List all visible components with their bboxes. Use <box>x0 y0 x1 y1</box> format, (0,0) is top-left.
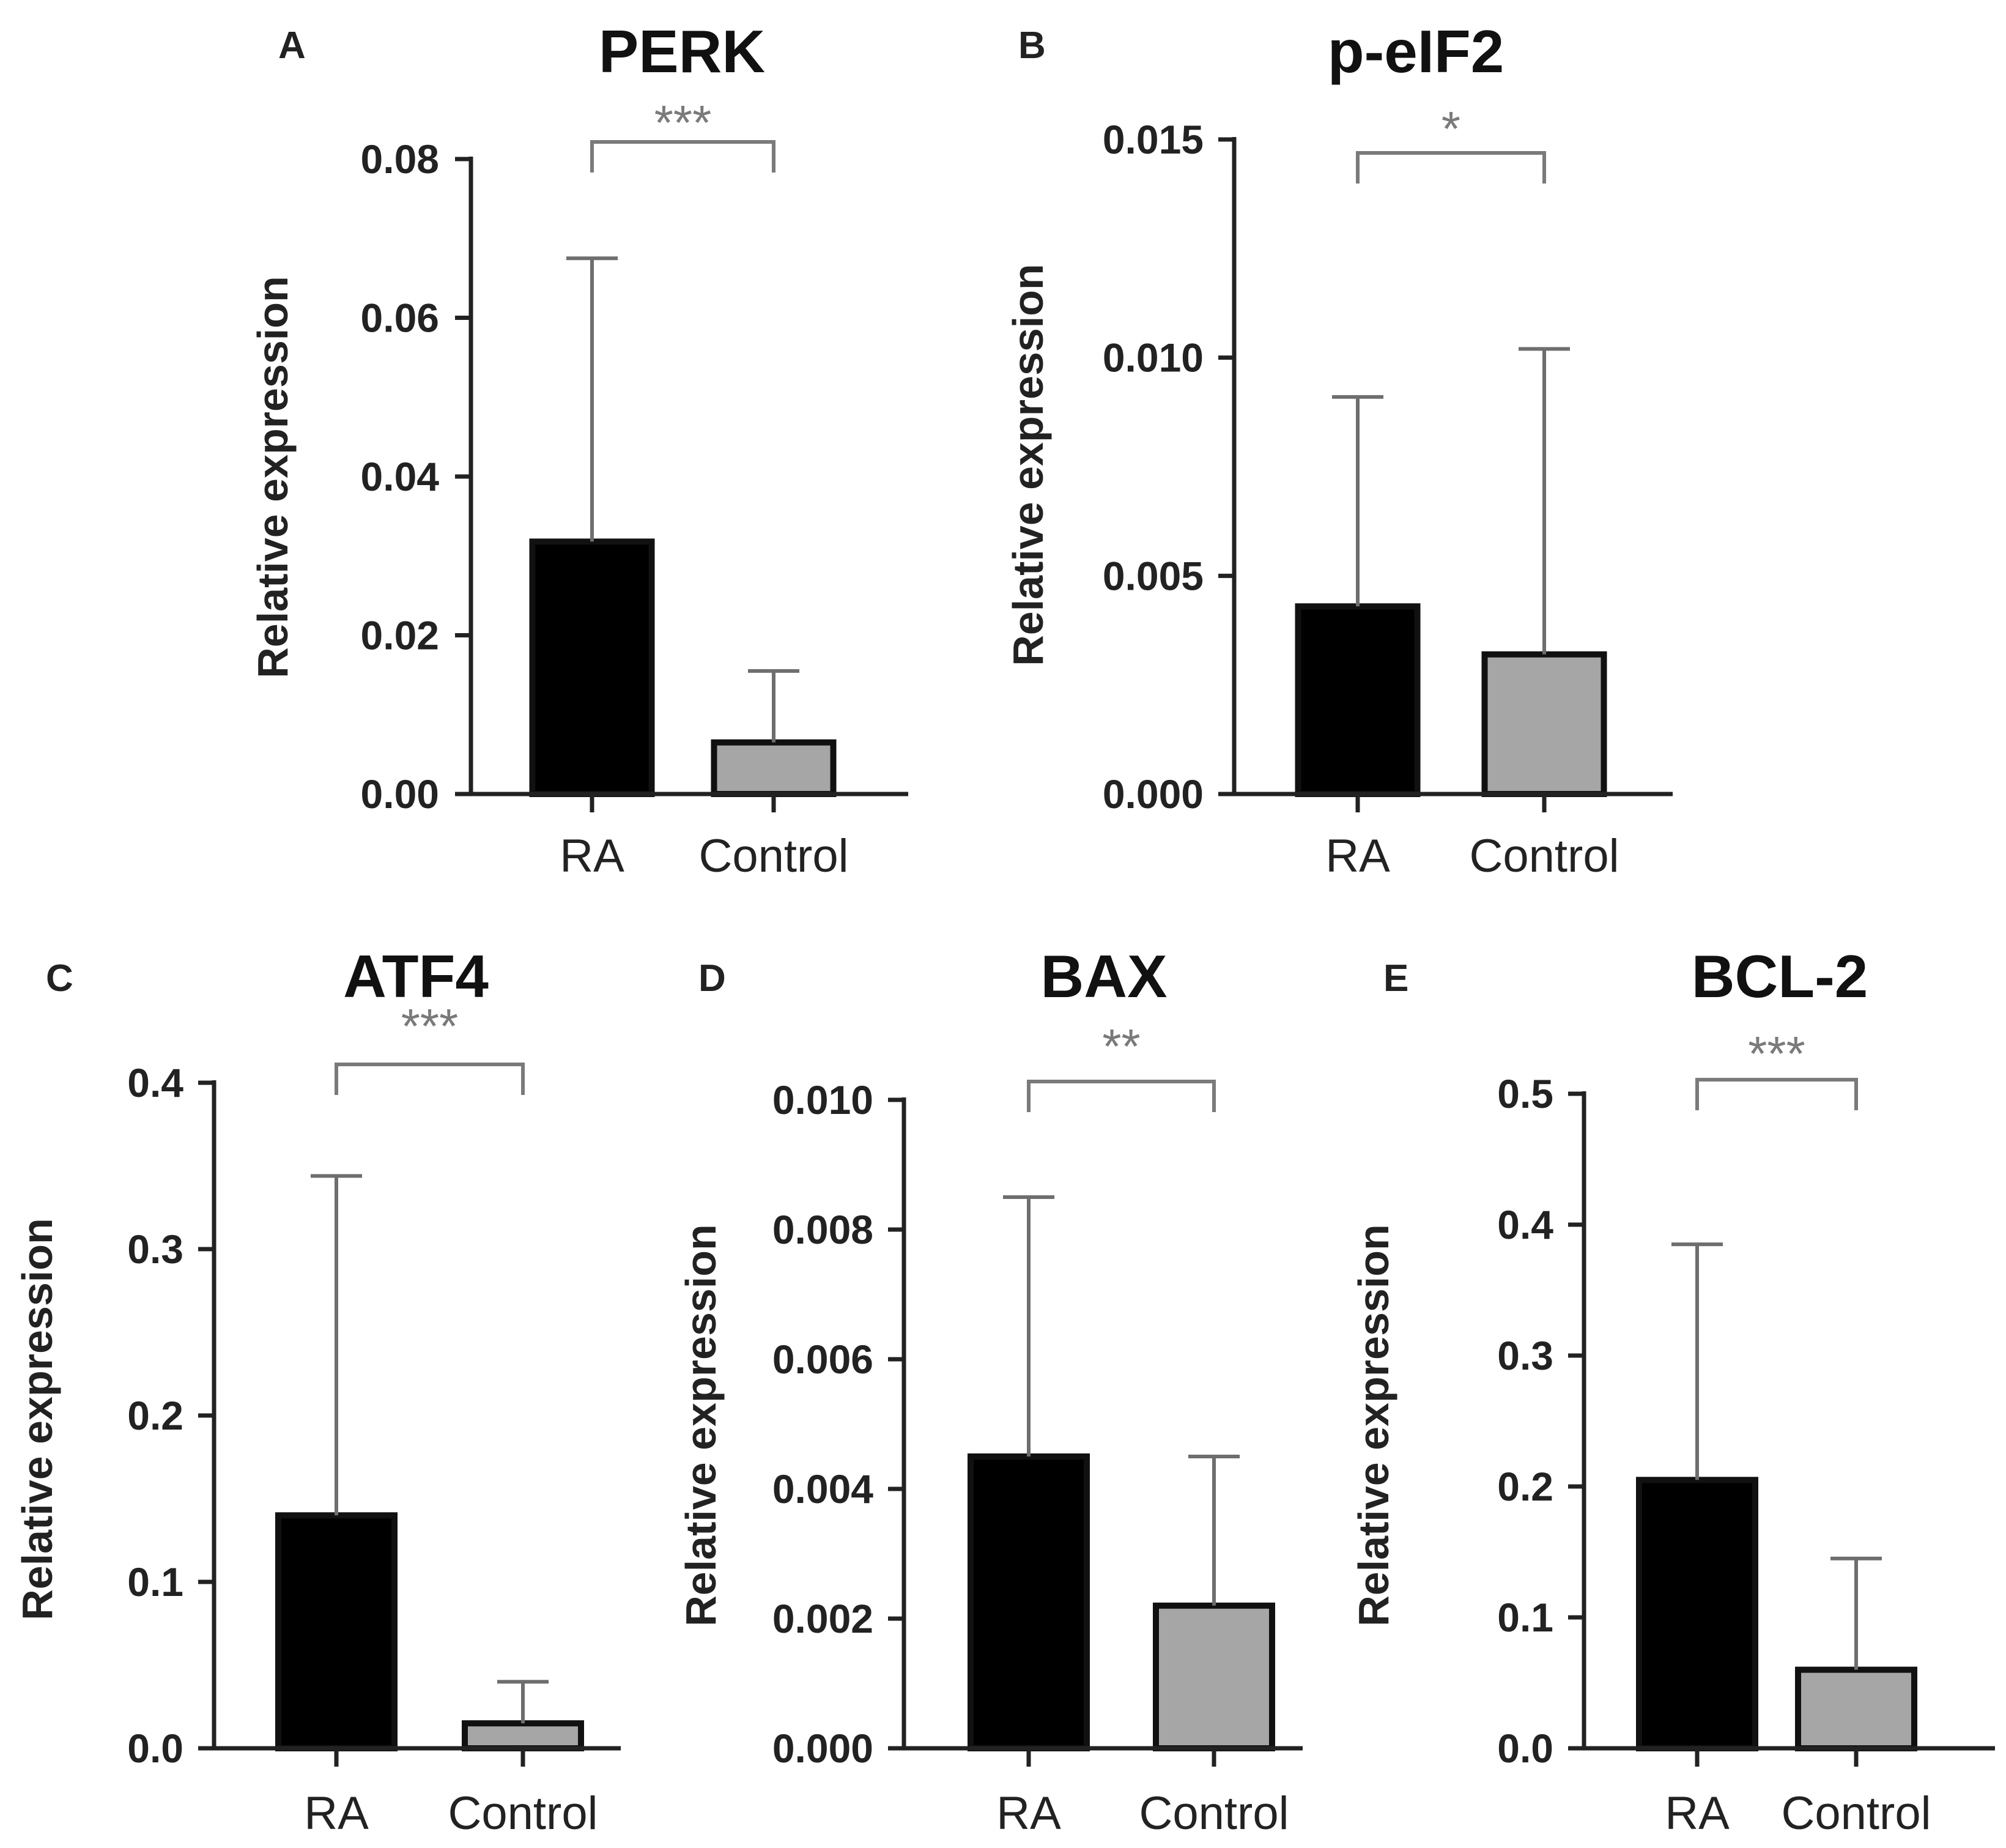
x-tick-label: Control <box>1139 1787 1289 1839</box>
y-tick-label: 0.5 <box>1497 1071 1553 1116</box>
y-tick-label: 0.002 <box>772 1596 873 1641</box>
x-tick-label: Control <box>699 830 849 882</box>
y-tick-label: 0.010 <box>772 1077 873 1123</box>
y-tick-label: 0.4 <box>1497 1202 1553 1247</box>
y-tick-label: 0.2 <box>127 1393 183 1438</box>
x-tick-label: RA <box>560 830 624 882</box>
bar-ra <box>1636 1477 1758 1752</box>
bar-ra <box>275 1512 398 1751</box>
y-tick-label: 0.1 <box>127 1559 183 1605</box>
panel-letter: E <box>1383 957 1408 1000</box>
y-tick-label: 0.0 <box>1497 1726 1553 1771</box>
y-tick-label: 0.00 <box>361 771 439 817</box>
y-tick-label: 0.004 <box>772 1466 873 1512</box>
y-tick-label: 0.0 <box>127 1726 183 1771</box>
chart-title: PERK <box>599 18 765 85</box>
y-axis-label: Relative expression <box>1004 264 1052 666</box>
y-tick-label: 0.008 <box>772 1207 873 1252</box>
panel-e: E BCL-2 Relative expression 0.0 0.1 0.2 0.3 0.4… <box>1350 943 1995 1839</box>
bar-ra <box>1295 603 1421 797</box>
y-tick-label: 0.04 <box>361 454 440 499</box>
x-tick-label: Control <box>448 1787 598 1839</box>
bar-control <box>711 739 837 797</box>
chart-title: p-eIF2 <box>1328 18 1504 85</box>
panel-d: D BAX Relative expression 0.000 0.002 0.004 0.… <box>677 943 1303 1839</box>
y-axis-label: Relative expression <box>13 1218 61 1620</box>
significance-label: *** <box>654 95 711 150</box>
y-tick-label: 0.3 <box>1497 1333 1553 1378</box>
y-tick-label: 0.4 <box>127 1060 183 1105</box>
panel-a: A PERK Relative expression 0.00 0.02 0.04 0.06… <box>249 18 908 882</box>
significance-bracket <box>590 140 775 173</box>
panel-letter: B <box>1018 24 1046 67</box>
significance-label: *** <box>1748 1026 1805 1081</box>
x-tick-label: RA <box>996 1787 1061 1839</box>
y-axis-label: Relative expression <box>249 276 297 678</box>
significance-bracket <box>1027 1080 1216 1112</box>
y-tick-label: 0.000 <box>1103 771 1204 817</box>
y-tick-label: 0.06 <box>361 295 439 341</box>
bar-control <box>1481 651 1607 797</box>
bar-control <box>1795 1666 1917 1752</box>
y-tick-label: 0.08 <box>361 136 439 182</box>
y-axis-label: Relative expression <box>677 1224 725 1627</box>
y-tick-label: 0.000 <box>772 1726 873 1771</box>
significance-bracket <box>1695 1078 1858 1110</box>
bar-ra <box>968 1453 1090 1751</box>
y-tick-label: 0.2 <box>1497 1464 1553 1509</box>
y-tick-label: 0.02 <box>361 613 439 658</box>
significance-label: *** <box>401 999 458 1053</box>
x-tick-label: RA <box>1325 830 1390 882</box>
chart-title: BAX <box>1041 943 1168 1010</box>
x-tick-label: Control <box>1782 1787 1931 1839</box>
significance-bracket <box>1356 151 1546 184</box>
bar-control <box>462 1720 584 1751</box>
y-tick-label: 0.3 <box>127 1226 183 1272</box>
x-tick-label: RA <box>1665 1787 1730 1839</box>
x-tick-label: Control <box>1470 830 1619 882</box>
significance-label: * <box>1442 102 1460 156</box>
panel-letter: D <box>698 957 726 1000</box>
significance-label: ** <box>1102 1019 1140 1074</box>
significance-bracket <box>335 1063 525 1095</box>
bar-control <box>1153 1602 1275 1752</box>
y-axis-label: Relative expression <box>1350 1224 1397 1627</box>
y-tick-label: 0.015 <box>1103 117 1204 162</box>
chart-title: ATF4 <box>343 943 489 1010</box>
x-tick-label: RA <box>304 1787 369 1839</box>
panel-letter: A <box>278 24 306 67</box>
bar-ra <box>529 538 655 798</box>
panel-c: C ATF4 Relative expression 0.0 0.1 0.2 0.3 0.4 R… <box>13 943 621 1839</box>
y-tick-label: 0.010 <box>1103 335 1204 380</box>
chart-title: BCL-2 <box>1692 943 1868 1010</box>
y-tick-label: 0.006 <box>772 1337 873 1382</box>
y-tick-label: 0.1 <box>1497 1595 1553 1640</box>
panel-letter: C <box>46 957 73 1000</box>
y-tick-label: 0.005 <box>1103 553 1204 598</box>
